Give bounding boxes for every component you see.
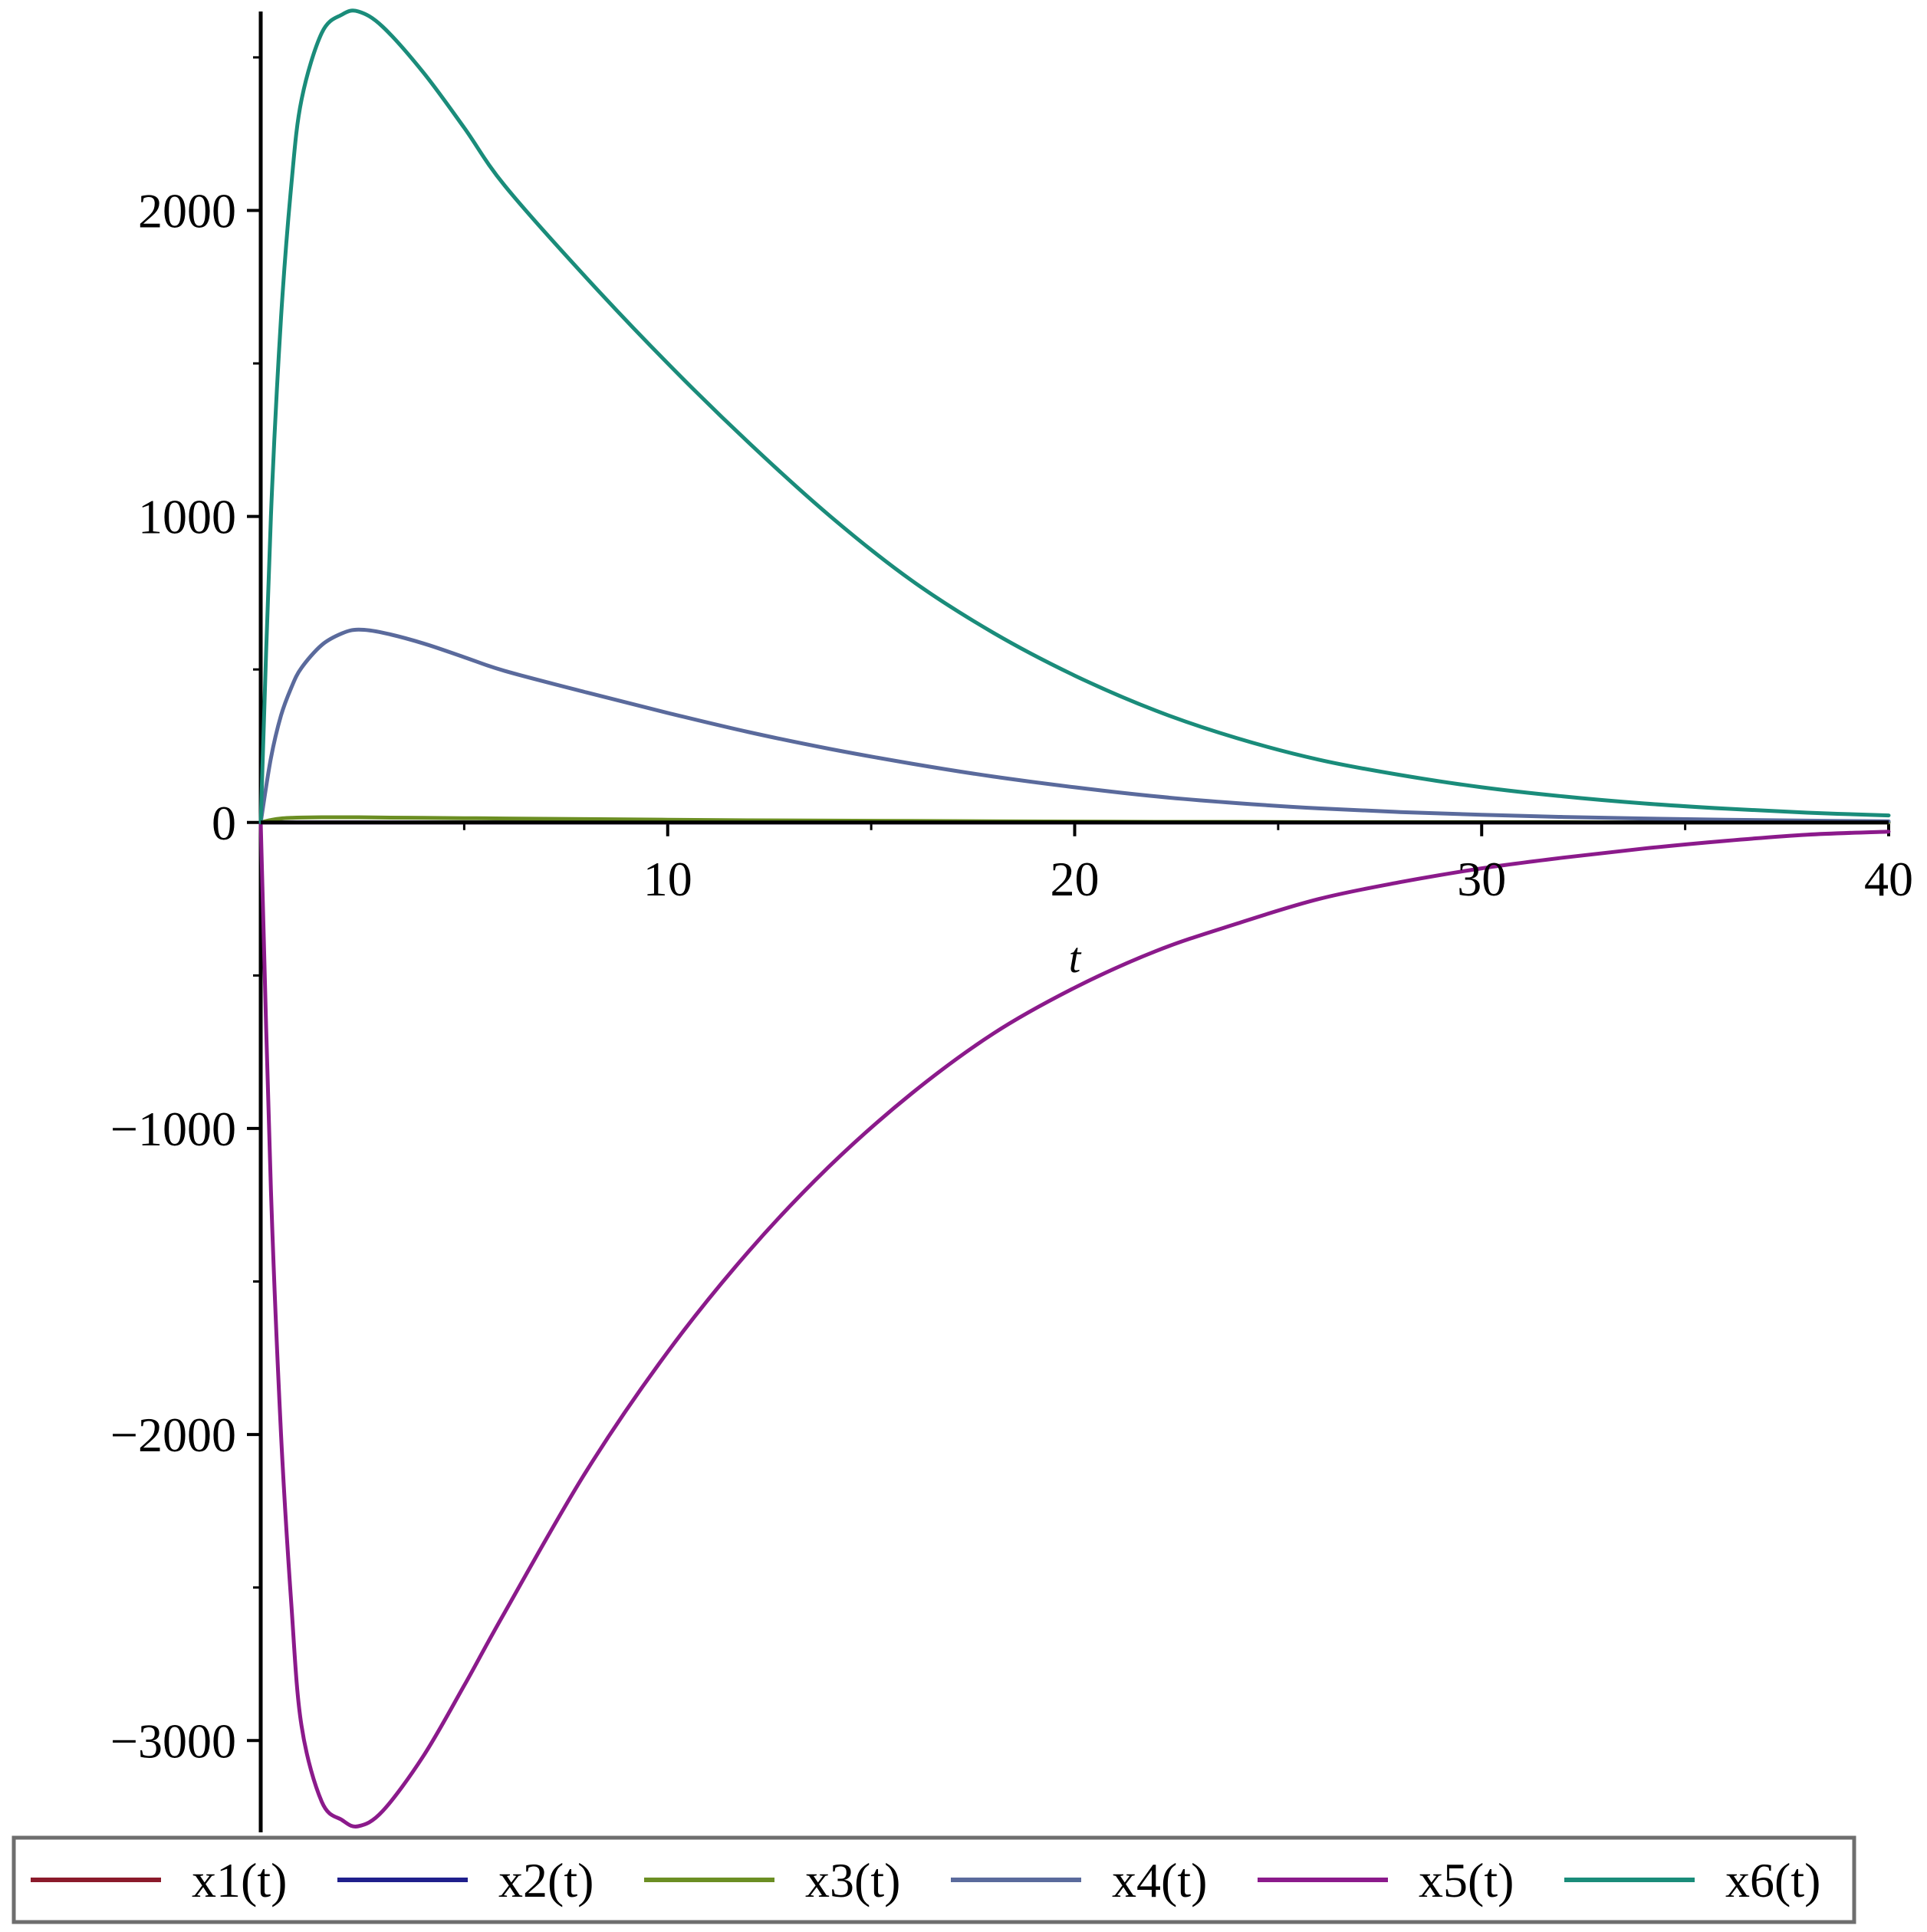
legend-box [12,1835,1856,1924]
x-tick-label: 10 [643,852,692,906]
y-tick-label: −1000 [110,1102,236,1156]
x-tick-label: 20 [1051,852,1100,906]
y-tick-label: −2000 [110,1408,236,1462]
legend-label: x2(t) [498,1853,594,1907]
series-line-x6t [258,8,1891,825]
y-tick-label: 1000 [138,490,236,544]
x-tick-label: 30 [1457,852,1506,906]
legend-label: x3(t) [805,1853,900,1907]
x-axis-title: t [1069,935,1082,982]
x-tick-label: 40 [1864,852,1913,906]
legend-label: x4(t) [1112,1853,1207,1907]
legend-label: x1(t) [192,1853,287,1907]
legend-label: x5(t) [1419,1853,1514,1907]
legend-label: x6(t) [1725,1853,1820,1907]
series-line-x4t [258,627,1891,825]
y-tick-label: 0 [212,796,236,850]
series-line-x5t [258,820,1891,1829]
y-tick-label: 2000 [138,183,236,238]
y-tick-label: −3000 [110,1714,236,1768]
